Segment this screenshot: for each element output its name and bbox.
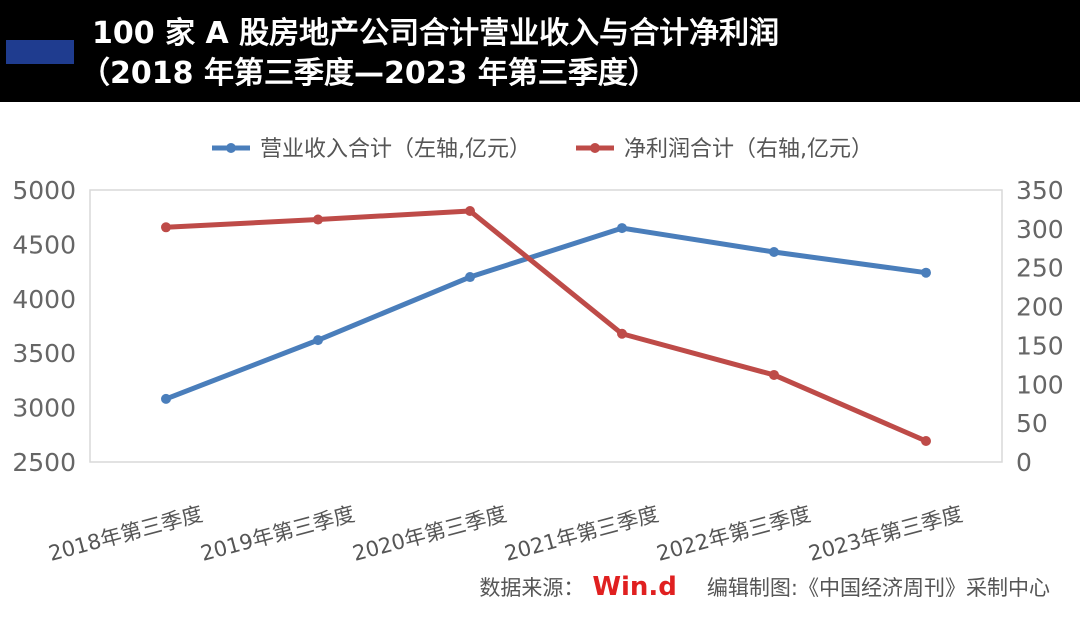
right-axis-tick-label: 50 [1016, 409, 1048, 438]
data-point [769, 369, 779, 380]
right-axis-tick-label: 150 [1016, 331, 1064, 360]
right-axis-tick-label: 350 [1016, 176, 1064, 205]
legend-label: 营业收入合计（左轴,亿元） [260, 137, 531, 162]
x-axis-category-label: 2020年第三季度 [350, 502, 509, 566]
left-axis-tick-label: 4000 [12, 285, 76, 314]
data-point [617, 223, 627, 234]
source-brand-logo: Win.d [592, 572, 677, 602]
left-axis-tick-label: 5000 [12, 176, 76, 205]
x-axis-category-label: 2023年第三季度 [806, 502, 965, 566]
series-lines [163, 208, 929, 444]
x-axis-category-label: 2022年第三季度 [654, 502, 813, 566]
legend-label: 净利润合计（右轴,亿元） [624, 137, 873, 162]
footer-credits: 数据来源： Win.d 编辑制图:《中国经济周刊》采制中心 [479, 572, 1050, 602]
left-axis-tick-label: 2500 [12, 448, 76, 477]
data-point [161, 393, 171, 404]
x-axis-category-label: 2019年第三季度 [198, 502, 357, 566]
series-line-2 [163, 208, 929, 444]
left-axis: 2500 3000 3500 4000 4500 5000 [12, 176, 76, 477]
right-axis: 0 50 100 150 200 250 300 350 [1016, 176, 1064, 477]
data-point [769, 247, 779, 258]
series-line-1 [163, 225, 929, 402]
right-axis-tick-label: 250 [1016, 254, 1064, 283]
data-point [921, 267, 931, 278]
legend: 营业收入合计（左轴,亿元） 净利润合计（右轴,亿元） [212, 137, 873, 162]
data-point [313, 214, 323, 225]
data-point [161, 222, 171, 233]
series-points [161, 205, 931, 447]
right-axis-tick-label: 0 [1016, 448, 1032, 477]
editor-credit: 编辑制图:《中国经济周刊》采制中心 [706, 576, 1050, 600]
legend-swatch-marker [590, 143, 600, 153]
right-axis-tick-label: 300 [1016, 215, 1064, 244]
left-axis-tick-label: 3500 [12, 339, 76, 368]
x-axis: 2018年第三季度2019年第三季度2020年第三季度2021年第三季度2022… [46, 502, 965, 566]
title-banner: 100 家 A 股房地产公司合计营业收入与合计净利润 （2018 年第三季度—2… [0, 0, 1080, 102]
data-point [921, 436, 931, 447]
right-axis-tick-label: 100 [1016, 370, 1064, 399]
legend-swatch-marker [226, 143, 236, 153]
left-axis-tick-label: 4500 [12, 230, 76, 259]
x-axis-category-label: 2018年第三季度 [46, 502, 205, 566]
x-axis-category-label: 2021年第三季度 [502, 502, 661, 566]
data-point [617, 328, 627, 339]
data-point [313, 335, 323, 346]
chart-title: 100 家 A 股房地产公司合计营业收入与合计净利润 [92, 16, 780, 51]
plot-area-frame [89, 189, 1003, 463]
chart-subtitle: （2018 年第三季度—2023 年第三季度） [80, 56, 658, 91]
title-accent-bar [6, 40, 74, 64]
data-point [465, 205, 475, 216]
source-prefix: 数据来源： [479, 576, 585, 600]
left-axis-tick-label: 3000 [12, 394, 76, 423]
data-point [465, 272, 475, 283]
right-axis-tick-label: 200 [1016, 293, 1064, 322]
